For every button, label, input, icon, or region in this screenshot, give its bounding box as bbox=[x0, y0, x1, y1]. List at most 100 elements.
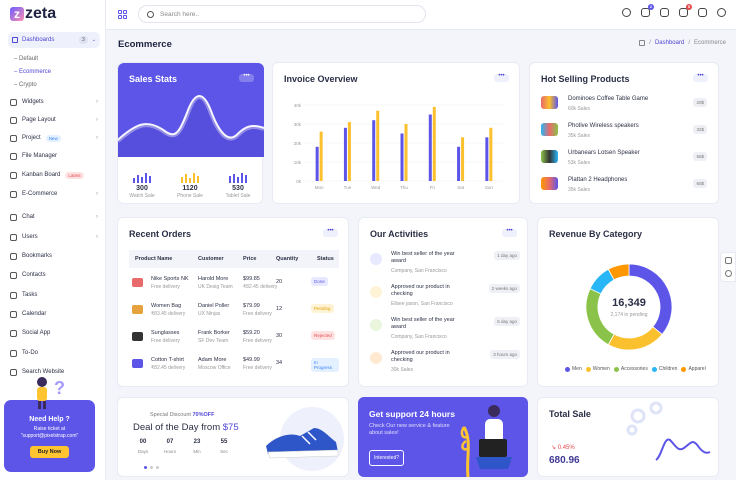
chevron-down-icon: ⌄ bbox=[91, 37, 96, 43]
calendar-icon bbox=[10, 310, 17, 318]
sidebar-item-dashboards[interactable]: Dashboards 3 ⌄ bbox=[8, 32, 100, 48]
recent-orders-card: Recent Orders ••• Product Name Customer … bbox=[117, 217, 349, 387]
logo-icon: z bbox=[10, 7, 24, 21]
list-item[interactable]: Dominoes Coffee Table Game 60k Sales 20$ bbox=[541, 94, 711, 114]
cart-icon bbox=[10, 190, 17, 198]
sales-wave bbox=[118, 95, 264, 157]
more-button[interactable]: ••• bbox=[693, 73, 708, 82]
sidebar-item-tasks[interactable]: Tasks bbox=[10, 289, 98, 301]
help-title: Need Help ? bbox=[29, 416, 70, 423]
bar-fri-series-2[interactable] bbox=[432, 106, 436, 181]
sidebar-item-users[interactable]: Users › bbox=[10, 231, 98, 243]
more-button[interactable]: ••• bbox=[494, 73, 509, 82]
buy-now-button[interactable]: Buy Now bbox=[29, 446, 70, 458]
cart-count-badge: 2 bbox=[648, 4, 654, 10]
x-tick-label: Sun bbox=[485, 185, 494, 190]
bar-wed-series-2[interactable] bbox=[376, 110, 380, 181]
support-text: Check Our new service & feature about sa… bbox=[369, 423, 450, 436]
sidebar-item-page-layout[interactable]: Page Layout › bbox=[10, 114, 98, 126]
widgets-icon bbox=[10, 98, 17, 106]
chevron-right-icon: › bbox=[96, 117, 98, 123]
more-button[interactable]: ••• bbox=[502, 228, 517, 237]
table-row[interactable]: Women Bag ₹83.45 delivery Daniel Poller UX… bbox=[129, 297, 339, 324]
interested-button[interactable]: Interested? bbox=[369, 450, 405, 466]
sidebar-item-search-website[interactable]: Search Website bbox=[10, 366, 98, 378]
total-sale-value: 680.96 bbox=[549, 455, 580, 466]
table-row[interactable]: Cotton T-shirt ₹82.45 delivery Adam More M… bbox=[129, 351, 339, 378]
invoice-chart: 0k 10k 20k 30k 40k Mon Tue Wed Thu Fri Sat Sun bbox=[294, 103, 503, 190]
fullscreen-icon[interactable] bbox=[698, 8, 707, 17]
bar-mon-series-1[interactable] bbox=[315, 146, 319, 181]
settings-icon[interactable] bbox=[725, 257, 732, 264]
cart-icon[interactable]: 2 bbox=[641, 4, 654, 17]
donut-slice-women[interactable] bbox=[607, 326, 663, 351]
table-row[interactable]: Nike Sports NK Free delivery Harold More U… bbox=[129, 270, 339, 297]
bar-thu-series-1[interactable] bbox=[400, 133, 404, 182]
sidebar-subitem-crypto[interactable]: – Crypto bbox=[14, 82, 37, 88]
sunglasses-icon bbox=[132, 332, 143, 341]
list-item[interactable]: Win best seller of the year award Compan… bbox=[370, 251, 520, 284]
table-row[interactable]: Sunglasses Free delivery Frank Borker SF D… bbox=[129, 324, 339, 351]
todo-icon bbox=[10, 349, 17, 357]
chevron-right-icon: › bbox=[96, 99, 98, 105]
bookmark-icon[interactable] bbox=[660, 8, 669, 17]
breadcrumb-dashboard[interactable]: Dashboard bbox=[654, 40, 685, 46]
sidebar-item-bookmarks[interactable]: Bookmarks bbox=[10, 250, 98, 262]
list-item[interactable]: Approved our product in checking Ellsee … bbox=[370, 284, 520, 317]
list-item[interactable]: Urbanears Lotsen Speaker 53k Sales 56$ bbox=[541, 148, 711, 168]
deal-card: Special Discount 70%OFF Deal of the Day … bbox=[117, 397, 349, 477]
list-item[interactable]: Approved our product in checking 30k Sal… bbox=[370, 350, 520, 383]
invoice-overview-card: Invoice Overview ••• 0k 10k 20k 30k 40k Mon Tu… bbox=[272, 62, 520, 204]
sidebar-item-ecommerce[interactable]: E-Commerce › bbox=[10, 188, 98, 200]
list-item[interactable]: Photive Wireless speakers 35k Sales 32$ bbox=[541, 121, 711, 141]
support-title: Get support 24 hours bbox=[369, 409, 455, 419]
sidebar-subitem-default[interactable]: – Default bbox=[14, 56, 39, 62]
user-icon[interactable] bbox=[717, 8, 726, 17]
total-sale-sparkline bbox=[626, 401, 711, 461]
help-line-2: "support@pixelstrap.com" bbox=[20, 433, 79, 439]
sidebar-subitem-ecommerce[interactable]: – Ecommerce bbox=[14, 69, 52, 75]
bar-tue-series-2[interactable] bbox=[347, 122, 351, 181]
sidebar-item-kanban[interactable]: Kanban Board Latest bbox=[10, 169, 98, 181]
total-sale-title: Total Sale bbox=[549, 409, 591, 419]
new-badge: New bbox=[45, 134, 61, 142]
x-tick-label: Sat bbox=[457, 185, 465, 190]
list-item[interactable]: Win best seller of the year award Compan… bbox=[370, 317, 520, 350]
apps-grid-icon[interactable] bbox=[118, 10, 127, 19]
bar-tue-series-1[interactable] bbox=[343, 127, 347, 181]
sidebar-item-widgets[interactable]: Widgets › bbox=[10, 96, 98, 108]
page-title: Ecommerce bbox=[118, 39, 172, 50]
bell-icon[interactable]: 5 bbox=[679, 4, 692, 17]
sidebar-item-chat[interactable]: Chat › bbox=[10, 211, 98, 223]
search-input[interactable]: Search here.. bbox=[138, 5, 426, 23]
more-button[interactable]: ••• bbox=[323, 228, 338, 237]
moon-icon[interactable] bbox=[622, 8, 631, 17]
sidebar-item-contacts[interactable]: Contacts bbox=[10, 269, 98, 281]
bar-thu-series-2[interactable] bbox=[404, 124, 408, 181]
home-icon bbox=[12, 37, 18, 43]
carousel-dots[interactable] bbox=[144, 466, 159, 469]
sidebar-item-todo[interactable]: To-Do bbox=[10, 347, 98, 359]
logo[interactable]: z zeta bbox=[10, 5, 56, 23]
sidebar-item-calendar[interactable]: Calendar bbox=[10, 308, 98, 320]
bar-sat-series-1[interactable] bbox=[457, 146, 461, 181]
sidebar-item-social-app[interactable]: Social App bbox=[10, 327, 98, 339]
legend-item: Children bbox=[651, 366, 677, 372]
bar-wed-series-1[interactable] bbox=[372, 120, 376, 181]
bar-mon-series-2[interactable] bbox=[319, 131, 323, 181]
donut-slice-apparel[interactable] bbox=[607, 263, 630, 281]
sidebar-item-file-manager[interactable]: File Manager bbox=[10, 150, 98, 162]
gear-icon[interactable] bbox=[725, 270, 732, 277]
bar-sun-series-1[interactable] bbox=[485, 137, 489, 181]
bar-sun-series-2[interactable] bbox=[489, 127, 493, 181]
sidebar-item-project[interactable]: Project New › bbox=[10, 132, 98, 144]
more-button[interactable]: ••• bbox=[239, 73, 254, 82]
list-item[interactable]: Plattan 2 Headphones 35k Sales 60$ bbox=[541, 175, 711, 195]
sales-stats-title: Sales Stats bbox=[129, 74, 178, 84]
bar-fri-series-1[interactable] bbox=[428, 114, 432, 182]
home-icon[interactable] bbox=[639, 40, 646, 46]
chevron-right-icon: › bbox=[96, 214, 98, 220]
bar-sat-series-2[interactable] bbox=[461, 137, 465, 181]
total-sale-change: ↘ 0.45% bbox=[551, 445, 575, 451]
chevron-right-icon: › bbox=[96, 234, 98, 240]
